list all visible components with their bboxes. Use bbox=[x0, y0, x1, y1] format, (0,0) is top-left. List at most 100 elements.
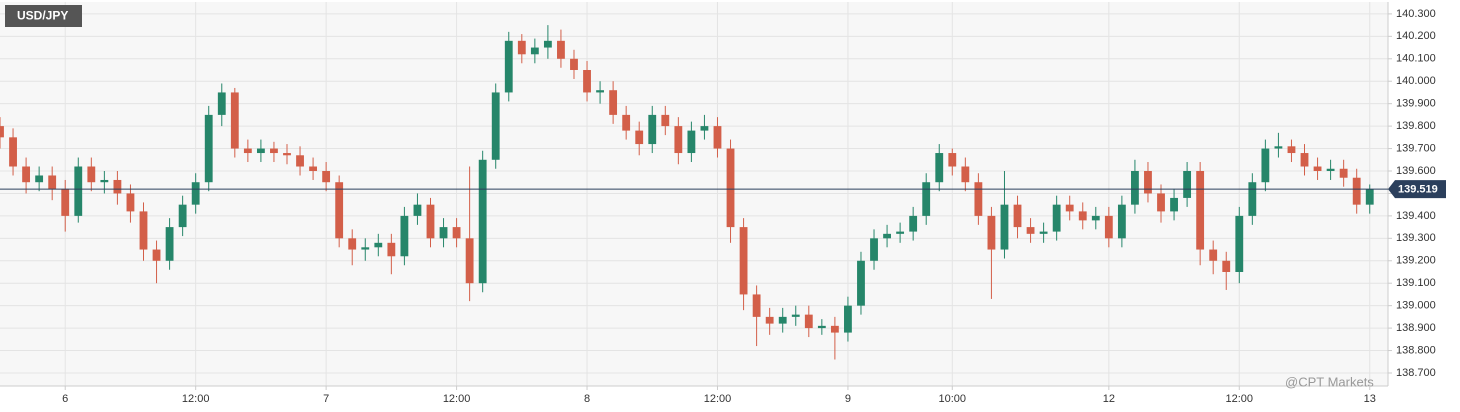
candle-body bbox=[1261, 148, 1270, 183]
candle-body bbox=[1157, 193, 1165, 212]
candle-body bbox=[348, 238, 357, 250]
candle-body bbox=[478, 159, 487, 284]
candle-body bbox=[883, 233, 891, 239]
candle-body bbox=[1091, 215, 1100, 221]
candle-body bbox=[1183, 170, 1192, 198]
last-price-label: 139.519 bbox=[1398, 184, 1438, 196]
candle-body bbox=[35, 175, 44, 183]
candle-body bbox=[830, 325, 839, 333]
y-tick-label: 140.300 bbox=[1396, 8, 1436, 20]
candles bbox=[0, 25, 1374, 360]
y-tick-label: 139.800 bbox=[1396, 120, 1436, 132]
candle-body bbox=[896, 231, 905, 234]
title-badge bbox=[5, 5, 82, 27]
candle-body bbox=[700, 126, 709, 131]
x-tick-label: 6 bbox=[62, 393, 68, 405]
candle-body bbox=[1287, 146, 1296, 154]
last-price-tag bbox=[1388, 180, 1446, 199]
candle-body bbox=[726, 148, 735, 228]
y-tick-label: 139.700 bbox=[1396, 142, 1436, 154]
candle-body bbox=[870, 238, 878, 261]
candle-body bbox=[935, 153, 944, 183]
candle-body bbox=[1326, 168, 1335, 171]
candle-body bbox=[987, 215, 996, 250]
candle-body bbox=[1209, 249, 1218, 261]
candle-body bbox=[204, 114, 213, 183]
candle-body bbox=[452, 227, 461, 239]
candle-body bbox=[1196, 170, 1205, 250]
candle-body bbox=[1104, 215, 1113, 239]
candle-body bbox=[1065, 204, 1074, 212]
candle-body bbox=[413, 204, 422, 216]
candle-body bbox=[283, 153, 291, 156]
candle-body bbox=[322, 170, 331, 183]
y-tick-label: 140.000 bbox=[1396, 75, 1436, 87]
candle-body bbox=[1352, 177, 1361, 205]
candle-body bbox=[491, 92, 500, 160]
y-tick-label: 139.200 bbox=[1396, 255, 1436, 267]
candle-body bbox=[791, 314, 800, 317]
candle-body bbox=[674, 126, 683, 154]
candle-body bbox=[9, 137, 17, 167]
candle-body bbox=[583, 70, 591, 93]
candle-body bbox=[1000, 204, 1009, 250]
candle-body bbox=[713, 126, 722, 149]
candle-body bbox=[1117, 204, 1126, 239]
candle-body bbox=[178, 204, 187, 228]
candle-body bbox=[61, 188, 70, 216]
candle-body bbox=[687, 130, 696, 154]
x-tick-label: 12:00 bbox=[443, 393, 471, 405]
y-tick-label: 139.300 bbox=[1396, 232, 1436, 244]
candle-body bbox=[387, 242, 396, 257]
candle-body bbox=[752, 294, 761, 317]
candle-body bbox=[530, 47, 539, 55]
candle-body bbox=[1235, 215, 1244, 272]
candle-body bbox=[1313, 166, 1322, 171]
candle-body bbox=[48, 175, 57, 189]
candle-body bbox=[961, 166, 970, 183]
y-tick-label: 139.100 bbox=[1396, 277, 1436, 289]
x-tick-label: 7 bbox=[323, 393, 329, 405]
y-tick-label: 138.900 bbox=[1396, 322, 1436, 334]
candle-body bbox=[100, 179, 109, 183]
y-tick-label: 139.400 bbox=[1396, 210, 1436, 222]
candle-body bbox=[543, 40, 552, 48]
candle-body bbox=[596, 90, 604, 93]
x-tick-label: 9 bbox=[845, 393, 851, 405]
x-tick-label: 12:00 bbox=[182, 393, 210, 405]
candle-body bbox=[74, 166, 83, 216]
candle-body bbox=[400, 215, 409, 257]
y-tick-label: 139.900 bbox=[1396, 98, 1436, 110]
candle-body bbox=[1274, 146, 1283, 149]
watermark: @CPT Markets bbox=[1285, 374, 1374, 389]
candle-body bbox=[361, 247, 370, 250]
candle-body bbox=[1248, 182, 1257, 216]
y-tick-label: 139.600 bbox=[1396, 165, 1436, 177]
candle-body bbox=[1365, 189, 1374, 205]
candle-body bbox=[635, 130, 644, 145]
candle-body bbox=[765, 316, 774, 324]
candle-body bbox=[152, 249, 161, 261]
y-tick-label: 140.100 bbox=[1396, 53, 1436, 65]
candle-body bbox=[570, 58, 578, 71]
x-tick-label: 8 bbox=[584, 393, 590, 405]
candle-body bbox=[609, 90, 618, 115]
candle-body bbox=[622, 114, 631, 131]
candle-body bbox=[256, 148, 265, 154]
candle-body bbox=[243, 148, 252, 154]
candle-body bbox=[922, 182, 931, 216]
candle-body bbox=[857, 260, 865, 306]
candle-body bbox=[661, 114, 670, 127]
y-tick-label: 140.200 bbox=[1396, 30, 1436, 42]
x-tick-label: 12:00 bbox=[704, 393, 732, 405]
candle-body bbox=[1026, 227, 1035, 234]
candle-body bbox=[804, 314, 813, 329]
candle-body bbox=[844, 305, 852, 333]
candle-body bbox=[191, 182, 200, 205]
candle-body bbox=[335, 182, 344, 239]
candle-body bbox=[374, 242, 383, 248]
candle-body bbox=[139, 211, 148, 250]
candle-body bbox=[648, 114, 657, 145]
y-tick-label: 138.700 bbox=[1396, 367, 1436, 379]
x-tick-label: 12 bbox=[1103, 393, 1115, 405]
